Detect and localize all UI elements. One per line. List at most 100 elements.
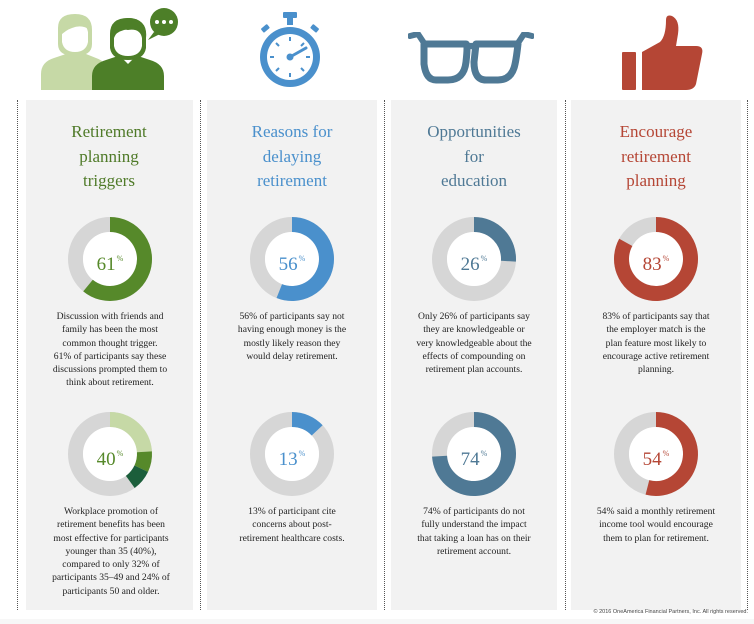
percent-sign: % <box>662 254 670 263</box>
description-line: 74% of participants do not <box>423 506 525 517</box>
column-divider <box>747 100 748 610</box>
donut-chart: 83% <box>613 216 699 302</box>
percent-value: 26 <box>460 254 480 275</box>
column-background-education <box>391 100 557 610</box>
column-divider <box>565 100 566 610</box>
title-line: triggers <box>83 171 135 190</box>
description-line: compared to only 32% of <box>62 559 160 571</box>
column-divider <box>200 100 201 610</box>
description-line: fully understand the impact <box>421 519 527 531</box>
description-line: retirement benefits has been <box>57 519 165 531</box>
description-line: Only 26% of participants say <box>418 311 530 322</box>
percent-label: 13% <box>249 442 335 472</box>
donut-chart: 13% <box>249 411 335 497</box>
column-background-delaying <box>207 100 377 610</box>
donut-arc <box>432 412 516 496</box>
percent-sign: % <box>298 254 306 263</box>
donut-svg <box>68 412 152 496</box>
donut-hole <box>629 427 683 481</box>
column-title-delaying: Reasons for delaying retirement <box>217 120 367 194</box>
stat-description: 83% of participants say that the employe… <box>581 310 731 376</box>
stat-description: 13% of participant cite concerns about p… <box>217 505 367 545</box>
donut-arc <box>83 217 152 301</box>
stat-description: Workplace promotion of retirement benefi… <box>35 505 187 598</box>
description-line: common thought trigger. <box>62 337 158 349</box>
donut-hole <box>629 232 683 286</box>
percent-value: 61 <box>96 254 116 275</box>
description-line: participants 35–49 and 24% of <box>52 572 170 584</box>
donut-svg <box>614 412 698 496</box>
donut-hole <box>447 427 501 481</box>
stat-description: 74% of participants do not fully underst… <box>399 505 549 558</box>
stat-description: Only 26% of participants say they are kn… <box>399 310 549 376</box>
description-line: them to plan for retirement. <box>603 532 709 544</box>
donut-arc <box>645 412 698 496</box>
description-line: retirement account. <box>436 545 512 557</box>
title-line: retirement <box>257 171 327 190</box>
percent-label: 56% <box>249 247 335 277</box>
percent-label: 26% <box>431 247 517 277</box>
donut-chart: 26% <box>431 216 517 302</box>
column-title-encourage: Encourage retirement planning <box>581 120 731 194</box>
column-background-triggers <box>26 100 193 610</box>
title-line: Reasons for <box>251 122 333 141</box>
percent-value: 54 <box>642 449 662 470</box>
percent-label: 61% <box>67 247 153 277</box>
percent-value: 56 <box>278 254 298 275</box>
title-line: education <box>440 171 508 190</box>
title-line: planning <box>626 171 686 190</box>
description-line: having enough money is the <box>237 324 347 336</box>
stat-description: Discussion with friends and family has b… <box>35 310 185 390</box>
donut-chart: 74% <box>431 411 517 497</box>
stat-description: 56% of participants say not having enoug… <box>217 310 367 363</box>
donut-hole <box>447 232 501 286</box>
description-line: retirement healthcare costs. <box>239 532 345 544</box>
bottom-bar <box>0 619 754 624</box>
description-line: effects of compounding on <box>422 350 526 362</box>
description-line: retirement plan accounts. <box>425 364 523 376</box>
percent-sign: % <box>662 449 670 458</box>
stopwatch-icon <box>255 10 325 92</box>
donut-arc <box>473 217 516 262</box>
percent-sign: % <box>116 449 124 458</box>
percent-value: 13 <box>278 449 298 470</box>
column-title-education: Opportunities for education <box>399 120 549 194</box>
donut-svg <box>250 412 334 496</box>
column-divider <box>384 100 385 610</box>
eyeglasses-icon <box>407 30 535 86</box>
donut-hole <box>83 427 137 481</box>
stat-description: 54% said a monthly retirement income too… <box>581 505 731 545</box>
description-line: concerns about post- <box>252 519 332 531</box>
people-chat-icon <box>36 8 186 90</box>
description-line: participants 50 and older. <box>62 585 160 597</box>
description-line: 56% of participants say not <box>239 311 345 322</box>
donut-arc <box>276 217 334 301</box>
description-line: family has been the most <box>62 324 158 336</box>
description-line: Discussion with friends and <box>56 311 164 322</box>
donut-svg <box>614 217 698 301</box>
title-line: Opportunities <box>427 122 521 141</box>
title-line: Encourage <box>619 122 693 141</box>
donut-hole <box>265 427 319 481</box>
description-line: 83% of participants say that <box>602 311 710 322</box>
donut-chart: 54% <box>613 411 699 497</box>
percent-value: 74 <box>460 449 480 470</box>
percent-sign: % <box>480 254 488 263</box>
description-line: think about retirement. <box>66 377 154 389</box>
donut-segment <box>125 465 149 488</box>
description-line: they are knowledgeable or <box>423 324 525 336</box>
description-line: very knowledgeable about the <box>416 337 532 349</box>
percent-label: 54% <box>613 442 699 472</box>
percent-label: 83% <box>613 247 699 277</box>
donut-chart: 40% <box>67 411 153 497</box>
description-line: that taking a loan has on their <box>417 532 531 544</box>
donut-arc <box>614 217 698 301</box>
column-title-triggers: Retirement planning triggers <box>34 120 184 194</box>
column-divider <box>17 100 18 610</box>
percent-sign: % <box>480 449 488 458</box>
donut-arc <box>291 412 323 436</box>
description-line: Workplace promotion of <box>63 506 159 517</box>
donut-segment <box>134 451 152 472</box>
thumbs-up-icon <box>620 14 704 92</box>
